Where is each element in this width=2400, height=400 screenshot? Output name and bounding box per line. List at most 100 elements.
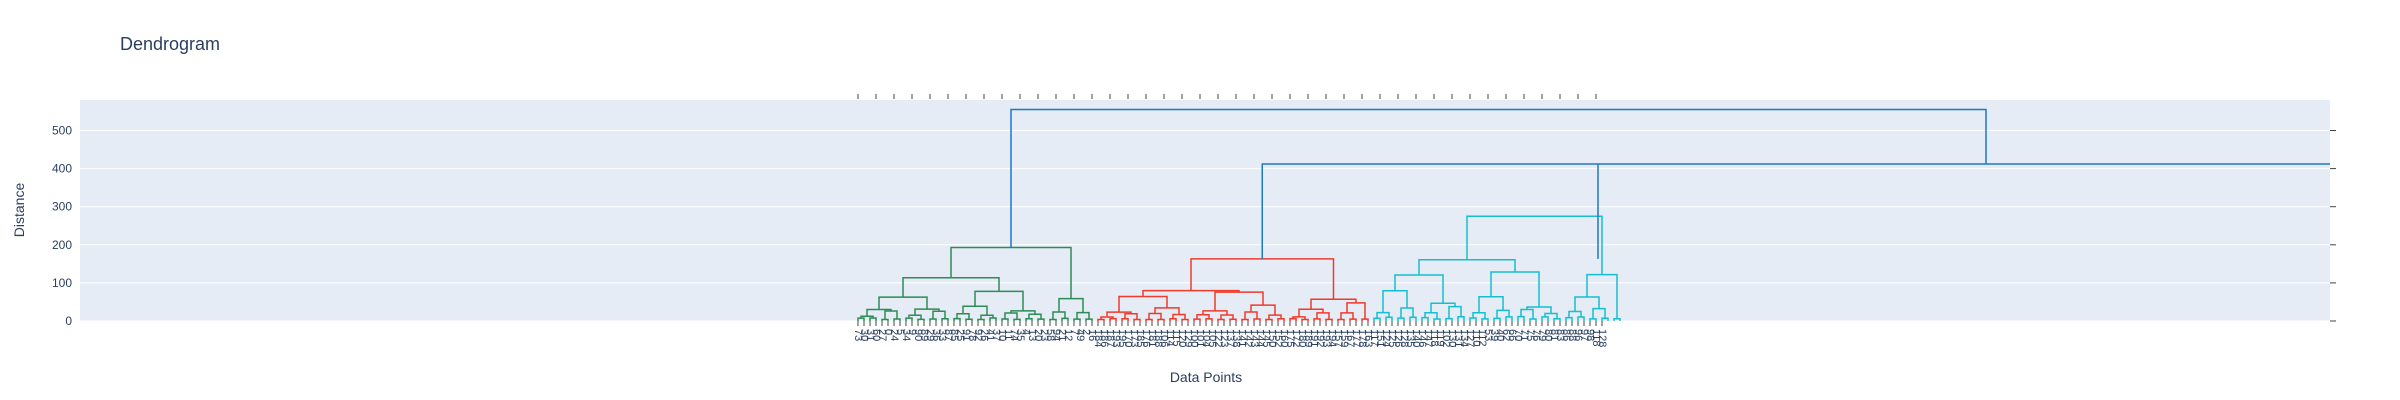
leaf-label: 151	[1374, 329, 1386, 347]
dendrogram-link	[1505, 316, 1513, 321]
leaf-label: 145	[1260, 329, 1272, 347]
chart-title: Dendrogram	[120, 34, 220, 54]
dendrogram-link	[1010, 108, 1987, 248]
leaf-label: 141	[1236, 329, 1248, 347]
leaf-label: 25	[954, 329, 966, 341]
dendrogram-link	[941, 318, 949, 321]
dendrogram-link	[1253, 318, 1261, 321]
dendrogram-link	[1169, 317, 1177, 321]
leaf-label: 41	[984, 329, 996, 341]
dendrogram-link	[1148, 312, 1162, 320]
leaf-label: 9	[906, 329, 918, 335]
dendrogram-link	[1109, 317, 1117, 321]
leaf-label: 90	[912, 329, 924, 341]
dendrogram-link	[1589, 318, 1597, 321]
leaf-label: 129	[1182, 329, 1194, 347]
leaf-label: 66	[1506, 329, 1518, 341]
leaf-label: 167	[1344, 329, 1356, 347]
dendrogram-link	[1478, 296, 1504, 313]
leaf-label: 105	[1206, 329, 1218, 347]
dendrogram-link	[1481, 318, 1489, 321]
y-axis: 0 100 200 300 400 500	[52, 123, 2336, 328]
leaf-label: 39	[1488, 329, 1500, 341]
leaf-label: 160	[1278, 329, 1290, 347]
leaf-label: 26	[978, 329, 990, 341]
leaf-label: 159	[1338, 329, 1350, 347]
plot-area	[80, 100, 2330, 321]
dendrogram-link	[1052, 311, 1066, 320]
dendrogram-link	[1586, 273, 1618, 319]
leaf-label: 74	[1008, 329, 1020, 341]
dendrogram-link	[1493, 317, 1501, 321]
dendrogram-link	[878, 296, 928, 310]
leaf-label: 24	[888, 329, 900, 341]
dendrogram-link	[857, 317, 865, 321]
leaf-label: 128	[1596, 329, 1608, 347]
dendrogram-link	[977, 318, 985, 321]
dendrogram-link	[1220, 314, 1234, 320]
dendrogram-link	[1313, 318, 1321, 321]
dendrogram-link	[1244, 311, 1258, 320]
dendrogram-link	[1058, 297, 1084, 313]
leaf-label: 124	[1380, 329, 1392, 347]
leaf-label: 34	[900, 329, 912, 341]
dendrogram-link	[1397, 317, 1405, 321]
y-tick-label: 0	[65, 314, 72, 328]
dendrogram-link	[1301, 318, 1309, 321]
leaf-label: 16	[1086, 329, 1098, 341]
leaf-label: 85	[948, 329, 960, 341]
leaf-label: 31	[864, 329, 876, 341]
leaf-label: 146	[1416, 329, 1428, 347]
leaf-label: 97	[1578, 329, 1590, 341]
leaf-label: 29	[924, 329, 936, 341]
leaf-label: 120	[1176, 329, 1188, 347]
leaf-label: 112	[1476, 329, 1488, 347]
y-tick-label: 100	[52, 276, 72, 290]
dendrogram-link	[932, 310, 946, 320]
leaf-label: 115	[1170, 329, 1182, 347]
leaf-label: 119	[1434, 329, 1446, 347]
leaf-label: 187	[1104, 329, 1116, 347]
leaf-label: 2	[1080, 329, 1092, 335]
leaf-label: 131	[1452, 329, 1464, 347]
dendrogram-link	[1466, 215, 1603, 275]
dendrogram-link	[917, 318, 925, 321]
leaf-label: 176	[1140, 329, 1152, 347]
dendrogram-link	[884, 310, 898, 320]
leaf-label: 195	[1116, 329, 1128, 347]
dendrogram-link	[1100, 316, 1114, 320]
dendrogram-link	[1592, 307, 1606, 319]
dendrogram-link	[1337, 318, 1345, 321]
leaf-label: 177	[1350, 329, 1362, 347]
dendrogram-link	[1142, 289, 1240, 297]
leaf-label: 185	[1134, 329, 1146, 347]
leaf-label: 10	[996, 329, 1008, 341]
leaf-label: 123	[1218, 329, 1230, 347]
leaf-label: 193	[1110, 329, 1122, 347]
leaf-label: 88	[1566, 329, 1578, 341]
dendrogram-link	[1490, 271, 1540, 307]
leaf-label: 104	[1200, 329, 1212, 347]
leaf-label: 33	[936, 329, 948, 341]
leaf-label: 91	[960, 329, 972, 341]
leaf-label: 49	[1074, 329, 1086, 341]
dendrogram-link	[974, 290, 1024, 311]
dendrogram-link	[1097, 318, 1105, 321]
leaf-label: 21	[1056, 329, 1068, 341]
dendrogram-link	[1268, 314, 1282, 320]
leaf-label: 186	[1098, 329, 1110, 347]
dendrogram-link	[1124, 312, 1138, 320]
leaf-label: 27	[876, 329, 888, 341]
leaf-label: 192	[1314, 329, 1326, 347]
leaf-label: 12	[1062, 329, 1074, 341]
leaf-label: 114	[1164, 329, 1176, 347]
leaf-label: 106	[1158, 329, 1170, 347]
dendrogram-link	[1241, 318, 1249, 321]
leaf-label: 181	[1146, 329, 1158, 347]
dendrogram-link	[1145, 318, 1153, 321]
dendrogram-link	[1106, 311, 1132, 318]
dendrogram-link	[1520, 308, 1534, 320]
dendrogram-link	[1394, 274, 1444, 304]
leaf-label: 118	[1590, 329, 1602, 347]
